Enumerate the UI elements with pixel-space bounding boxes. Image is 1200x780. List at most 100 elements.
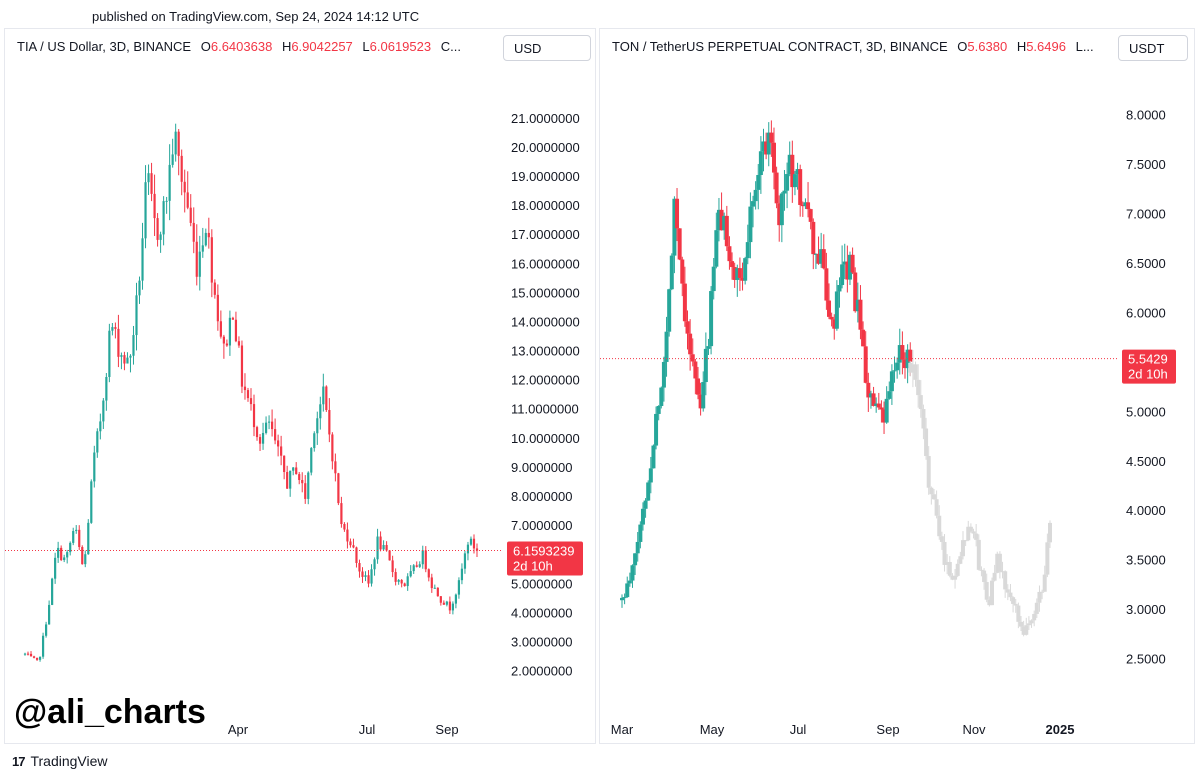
ton-chart-svg[interactable]: 2.50003.00003.50004.00004.50005.00005.50… bbox=[600, 29, 1195, 744]
ton-y-tick: 3.0000 bbox=[1126, 602, 1166, 617]
ton-candle-body bbox=[785, 174, 790, 191]
ton-candle-body bbox=[829, 316, 834, 320]
ton-projection-body bbox=[1029, 620, 1034, 624]
tia-candle-body bbox=[313, 433, 316, 449]
ton-candle-body bbox=[682, 283, 687, 322]
tia-candle-body bbox=[120, 355, 123, 357]
ton-projection-body bbox=[1045, 542, 1050, 575]
ton-candle-body bbox=[819, 249, 824, 264]
ton-candle-body bbox=[719, 209, 724, 231]
ton-open-key: O bbox=[957, 39, 968, 54]
tia-candle-body bbox=[81, 547, 84, 565]
ton-candle-body bbox=[643, 500, 648, 509]
tia-candle-body bbox=[445, 601, 448, 605]
ton-candle-body bbox=[638, 524, 643, 542]
ton-y-tick: 2.5000 bbox=[1126, 652, 1166, 667]
ton-candle-body bbox=[620, 597, 624, 601]
ton-candle-body bbox=[874, 403, 879, 406]
ton-candle-body bbox=[800, 204, 805, 207]
tia-candle-body bbox=[222, 336, 225, 344]
tia-candle-body bbox=[301, 479, 304, 484]
tia-candle-body bbox=[231, 317, 235, 320]
tia-candle-body bbox=[111, 327, 114, 331]
ton-candle-body bbox=[648, 468, 653, 483]
ton-currency-button[interactable]: USDT bbox=[1118, 35, 1188, 61]
ton-projection-body bbox=[966, 526, 971, 541]
tia-candle-body bbox=[210, 237, 213, 283]
ton-candle-body bbox=[832, 319, 837, 329]
ton-candle-body bbox=[816, 253, 821, 264]
ton-projection-body bbox=[997, 553, 1002, 572]
tia-candle-body bbox=[343, 524, 346, 530]
tia-candle-body bbox=[466, 544, 470, 554]
ton-projection-body bbox=[971, 531, 976, 534]
ton-projection-body bbox=[1042, 574, 1047, 592]
tia-candle-body bbox=[415, 565, 418, 567]
ton-candle-body bbox=[774, 172, 779, 204]
ton-candle-body bbox=[771, 142, 776, 173]
tia-close-key: C... bbox=[440, 39, 461, 54]
ton-candle-body bbox=[900, 345, 905, 360]
ton-candle-body bbox=[853, 272, 858, 312]
tia-candle-body bbox=[48, 604, 51, 625]
tia-candle-body bbox=[102, 400, 105, 422]
ton-candle-body bbox=[695, 378, 700, 395]
ton-candle-body bbox=[903, 359, 908, 369]
ton-projection-body bbox=[989, 580, 994, 606]
published-caption: published on TradingView.com, Sep 24, 20… bbox=[92, 9, 420, 24]
tia-countdown-label: 2d 10h bbox=[513, 559, 553, 574]
ton-candle-body bbox=[743, 258, 748, 281]
ton-projection-body bbox=[968, 526, 973, 532]
ton-projection-body bbox=[921, 408, 926, 429]
ton-candle-body bbox=[745, 242, 750, 259]
ton-candle-body bbox=[709, 291, 714, 347]
ton-candle-body bbox=[740, 277, 745, 281]
tia-candle-body bbox=[270, 421, 274, 430]
ton-candle-body bbox=[680, 259, 685, 284]
tia-candle-body bbox=[240, 345, 244, 387]
tia-candle-body bbox=[180, 155, 183, 182]
tia-candle-body bbox=[153, 193, 156, 219]
tia-candle-body bbox=[132, 335, 135, 356]
ton-chart-panel[interactable]: 2.50003.00003.50004.00004.50005.00005.50… bbox=[599, 28, 1195, 744]
ton-projection-body bbox=[945, 561, 950, 565]
ton-projection-body bbox=[913, 364, 918, 380]
tia-candle-body bbox=[201, 245, 204, 252]
tia-candle-body bbox=[78, 529, 81, 548]
ton-candle-body bbox=[711, 266, 716, 292]
ton-candle-body bbox=[727, 246, 732, 262]
tia-candle-body bbox=[361, 571, 364, 577]
tia-y-tick: 2.0000000 bbox=[511, 664, 572, 679]
tia-chart-svg[interactable]: 2.00000003.00000004.00000005.00000006.00… bbox=[5, 29, 596, 744]
ton-projection-body bbox=[924, 428, 929, 457]
tia-y-tick: 12.0000000 bbox=[511, 373, 580, 388]
ton-candle-body bbox=[845, 261, 850, 280]
ton-candle-body bbox=[667, 289, 672, 332]
ton-candle-body bbox=[698, 394, 703, 409]
ton-projection-body bbox=[979, 569, 984, 571]
tia-currency-button[interactable]: USD bbox=[503, 35, 591, 61]
tia-candle-body bbox=[292, 467, 295, 471]
ton-candle-body bbox=[803, 202, 808, 207]
tia-chart-panel[interactable]: 2.00000003.00000004.00000005.00000006.00… bbox=[4, 28, 596, 744]
tia-candle-body bbox=[138, 280, 141, 296]
ton-y-tick: 7.5000 bbox=[1126, 157, 1166, 172]
tia-candle-body bbox=[424, 550, 427, 570]
tradingview-brand[interactable]: 17 TradingView bbox=[12, 753, 108, 769]
ton-high-key: H bbox=[1016, 39, 1027, 54]
tia-candle-body bbox=[264, 422, 268, 433]
ton-projection-body bbox=[929, 487, 934, 495]
ton-projection-body bbox=[960, 540, 965, 557]
ton-x-tick: Jul bbox=[790, 722, 807, 737]
ton-countdown-label: 2d 10h bbox=[1128, 367, 1168, 382]
tia-y-tick: 3.0000000 bbox=[511, 634, 572, 649]
tia-y-tick: 9.0000000 bbox=[511, 460, 572, 475]
tia-open-key: O bbox=[200, 39, 211, 54]
ton-x-tick: Sep bbox=[876, 722, 899, 737]
ton-candle-body bbox=[892, 370, 897, 372]
tia-y-tick: 14.0000000 bbox=[511, 314, 580, 329]
ton-candle-body bbox=[905, 349, 910, 369]
tia-candle-body bbox=[69, 542, 72, 553]
ton-projection-body bbox=[939, 536, 944, 542]
tia-candle-body bbox=[75, 529, 78, 532]
